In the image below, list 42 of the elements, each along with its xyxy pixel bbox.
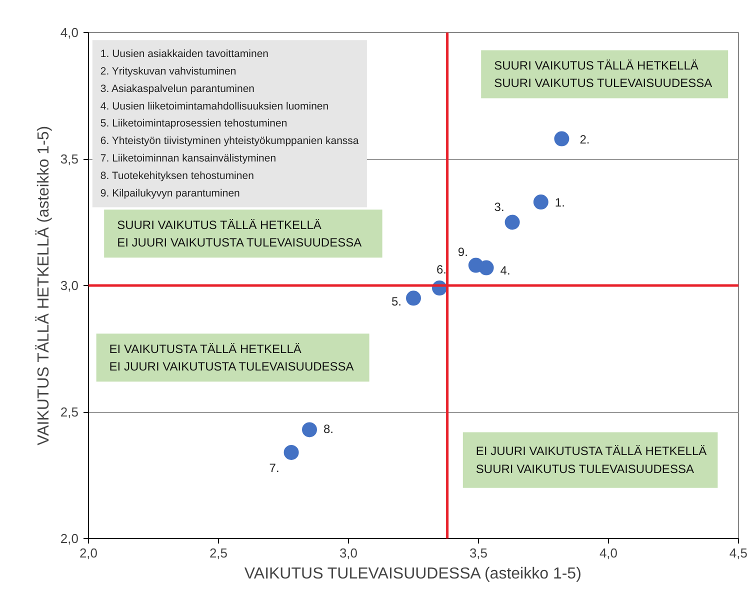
annotation: 5. xyxy=(391,294,402,309)
x-tick-label: 4,5 xyxy=(729,546,747,560)
point xyxy=(302,422,317,438)
x-tick-label: 2,0 xyxy=(79,546,98,560)
x-tick-label: 3,0 xyxy=(339,546,358,560)
annotation: 4. xyxy=(500,263,510,278)
annotation: 3. Asiakaspalvelun parantuminen xyxy=(100,82,255,95)
point xyxy=(468,258,484,273)
y-tick-label: 4,0 xyxy=(60,25,79,40)
annotation: 5. Liiketoimintaprosessien tehostuminen xyxy=(100,118,288,130)
point xyxy=(406,290,421,306)
x-axis-title: VAIKUTUS TULEVAISUUDESSA (asteikko 1-5) xyxy=(244,566,582,582)
annotation: SUURI VAIKUTUS TÄLLÄ HETKELLÄ EI JUURI VAIKUTUSTA TULEVAISUUDESSA xyxy=(117,218,362,250)
annotation: 2. Yrityskuvan vahvistuminen xyxy=(100,65,236,78)
y-tick-label: 3,5 xyxy=(60,152,79,166)
point xyxy=(554,131,570,146)
annotation: 7. Liiketoiminnan kansainvälistyminen xyxy=(100,152,276,164)
annotation: 1. Uusien asiakkaiden tavoittaminen xyxy=(100,48,269,60)
point xyxy=(533,194,548,210)
annotation: EI JUURI VAIKUTUSTA TÄLLÄ HETKELLÄ SUURI VAIKUTUS TULEVAISUUDESSA xyxy=(476,444,707,476)
y-axis-title: VAIKUTUS TÄLLÄ HETKELLÄ (asteikko 1-5) xyxy=(34,126,52,446)
x-tick-label: 3,5 xyxy=(469,546,488,560)
annotation: 1. xyxy=(554,196,565,210)
annotation: 7. xyxy=(269,460,280,475)
x-tick-label: 2,5 xyxy=(209,546,228,560)
annotation: 8. xyxy=(324,422,334,436)
y-tick-label: 3,0 xyxy=(60,278,79,293)
point xyxy=(284,444,299,460)
x-tick-label: 4,0 xyxy=(599,546,618,560)
annotation: 3. xyxy=(494,200,504,214)
annotation: 8. Tuotekehityksen tehostuminen xyxy=(100,170,254,182)
annotation: EI VAIKUTUSTA TÄLLÄ HETKELLÄ EI JUURI VAIKUTUSTA TULEVAISUUDESSA xyxy=(109,342,354,374)
annotation: 9. Kilpailukyvyn parantuminen xyxy=(100,187,240,200)
annotation: 2. xyxy=(580,132,590,146)
y-tick-label: 2,5 xyxy=(60,404,79,420)
annotation: 4. Uusien liiketoimintamahdollisuuksien luominen xyxy=(100,100,329,112)
annotation: 6. Yhteistyön tiivistyminen yhteistyökumppanien kanssa xyxy=(100,135,359,148)
point xyxy=(504,214,520,230)
annotation: 9. xyxy=(458,244,468,259)
annotation: SUURI VAIKUTUS TÄLLÄ HETKELLÄ SUURI VAIKUTUS TULEVAISUUDESSA xyxy=(494,58,712,90)
annotation: 6. xyxy=(436,262,447,277)
y-tick-label: 2,0 xyxy=(60,531,79,546)
